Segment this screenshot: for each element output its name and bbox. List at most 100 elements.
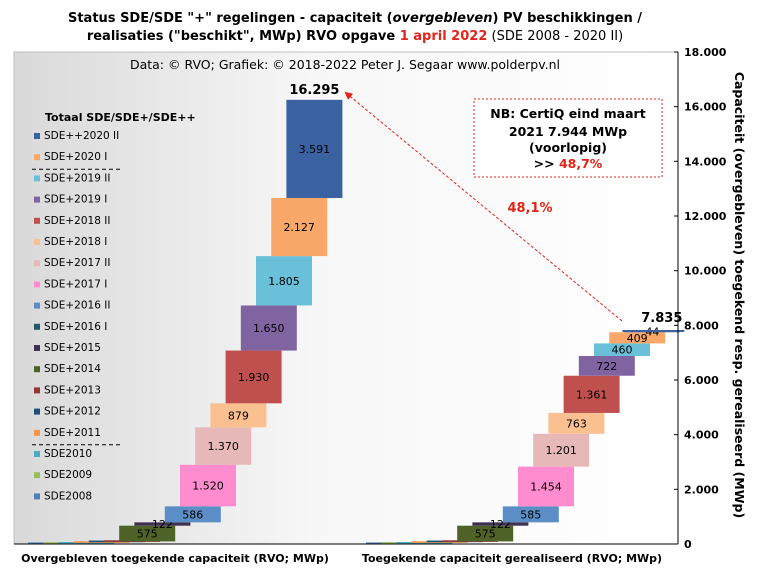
bar-left-sde-2018-i bbox=[210, 403, 267, 428]
legend-label-sde-2011: SDE+2011 bbox=[44, 427, 101, 439]
y-tick-label: 10.000 bbox=[684, 265, 727, 278]
bar-label-left-sde-2020-i: 2.127 bbox=[283, 221, 315, 234]
legend-swatch bbox=[34, 493, 40, 500]
bar-right-sde-2017-ii bbox=[533, 433, 590, 467]
y-tick-label: 2.000 bbox=[684, 483, 719, 496]
legend-swatch bbox=[34, 472, 40, 479]
legend-label-sde-2017-i: SDE+2017 I bbox=[44, 278, 107, 290]
bar-right-sde-2014 bbox=[457, 525, 514, 542]
total-label-right: 7.835 bbox=[641, 311, 682, 326]
legend-swatch bbox=[34, 323, 40, 330]
y-tick-label: 12.000 bbox=[684, 210, 727, 223]
bar-label-left-sde-2018-i: 879 bbox=[228, 409, 249, 422]
legend-label-sde-2016-ii: SDE+2016 II bbox=[44, 300, 110, 312]
legend-label-sde-2018-ii: SDE+2018 II bbox=[44, 215, 110, 227]
y-tick-label: 4.000 bbox=[684, 429, 719, 442]
source-credit: Data: © RVO; Grafiek: © 2018-2022 Peter … bbox=[130, 57, 560, 72]
legend-label-sde-2019-ii: SDE+2019 II bbox=[44, 172, 110, 184]
bar-label-right-sde-2017-ii: 1.201 bbox=[545, 444, 577, 457]
bar-left-sde-2020-ii bbox=[286, 99, 343, 198]
bar-left-sde-2018-ii bbox=[225, 350, 282, 404]
bar-label-left-sde-2019-i: 1.650 bbox=[253, 322, 285, 335]
bar-right-sde-2018-i bbox=[548, 412, 605, 434]
bar-label-right-sde-2018-ii: 1.361 bbox=[576, 388, 608, 401]
legend-swatch bbox=[34, 345, 40, 351]
y-tick-label: 8.000 bbox=[684, 319, 719, 332]
bar-left-sde-2016-ii bbox=[164, 506, 221, 523]
bar-left-sde-2019-i bbox=[240, 305, 297, 351]
legend-label-sde-2013: SDE+2013 bbox=[44, 384, 101, 396]
legend-label-sde-2018-i: SDE+2018 I bbox=[44, 236, 107, 248]
legend-swatch bbox=[34, 133, 40, 139]
bar-label-left-sde-2014: 575 bbox=[137, 528, 158, 541]
note-line1: NB: CertiQ eind maart bbox=[490, 106, 645, 121]
bar-label-left-sde-2016-ii: 586 bbox=[182, 508, 203, 521]
legend-label-sde-2016-i: SDE+2016 I bbox=[44, 321, 107, 333]
legend-swatch bbox=[34, 175, 40, 182]
legend-swatch bbox=[34, 154, 40, 161]
legend-label-sde2008: SDE2008 bbox=[44, 490, 92, 502]
y-tick-label: 6.000 bbox=[684, 374, 719, 387]
bar-right-sde-2016-ii bbox=[502, 506, 559, 523]
bar-label-left-sde-2018-ii: 1.930 bbox=[238, 371, 270, 384]
bar-label-right-sde-2019-ii: 460 bbox=[612, 344, 633, 357]
bar-label-right-sde-2018-i: 763 bbox=[566, 417, 587, 430]
legend-label-sde-2019-i: SDE+2019 I bbox=[44, 194, 107, 206]
chart-title-line2: realisaties ("beschikt", MWp) RVO opgave… bbox=[87, 29, 623, 44]
y-tick-label: 0 bbox=[684, 538, 692, 551]
y-axis: 0 2.000 4.000 6.000 8.000 10.000 12.000 14.000 1… bbox=[14, 46, 727, 551]
legend-swatch bbox=[34, 366, 40, 373]
legend-label-sde-2012: SDE+2012 bbox=[44, 406, 101, 418]
legend-swatch bbox=[34, 408, 40, 415]
legend-swatch bbox=[34, 281, 40, 288]
category-label-right: Toegekende capaciteit gerealiseerd (RVO;… bbox=[362, 552, 662, 565]
bar-label-right-sde-2014: 575 bbox=[475, 528, 496, 541]
note-line2: 2021 7.944 MWp bbox=[509, 124, 627, 139]
ratio-label: 48,1% bbox=[507, 201, 552, 216]
note-box bbox=[473, 98, 663, 178]
bar-right-sde-2015 bbox=[472, 522, 529, 526]
bar-label-right-sde-2016-ii: 585 bbox=[520, 508, 541, 521]
bar-label-left-sde-2019-ii: 1.805 bbox=[268, 275, 300, 288]
note-line4: >> 48,7% bbox=[534, 156, 603, 171]
legend-swatch bbox=[34, 302, 40, 309]
bar-left-sde-2017-i bbox=[180, 464, 236, 507]
y-tick-label: 14.000 bbox=[684, 155, 727, 168]
legend-label-sde-2020-i: SDE+2020 I bbox=[44, 151, 107, 163]
bar-left-sde-2015 bbox=[134, 522, 191, 526]
bar-right-sde-2018-ii bbox=[563, 375, 620, 413]
bar-right-sde-2020-i bbox=[609, 332, 666, 344]
legend-swatch bbox=[34, 217, 40, 224]
legend-label-sde2009: SDE2009 bbox=[44, 469, 92, 481]
bar-left-sde-2017-ii bbox=[195, 427, 252, 465]
legend-label-sde-2015: SDE+2015 bbox=[44, 342, 101, 354]
legend-swatch bbox=[34, 451, 40, 457]
bar-left-sde-2014 bbox=[119, 525, 176, 542]
bar-right-sde-2017-i bbox=[518, 466, 574, 507]
y-tick-label: 16.000 bbox=[684, 101, 727, 114]
legend-label-sde-2017-ii: SDE+2017 II bbox=[44, 257, 110, 269]
legend-label-sde-2014: SDE+2014 bbox=[44, 363, 101, 375]
bar-label-right-sde-2020-i: 409 bbox=[627, 332, 648, 345]
bar-right-sde-2019-ii bbox=[594, 343, 650, 357]
category-label-left: Overgebleven toegekende capaciteit (RVO;… bbox=[21, 552, 329, 565]
bar-left-sde-2020-i bbox=[271, 197, 328, 257]
bar-label-left-sde-2017-ii: 1.370 bbox=[207, 440, 239, 453]
y-axis-title: Capaciteit (overgebleven) toegekend resp… bbox=[732, 72, 747, 518]
legend-swatch bbox=[34, 260, 40, 267]
bar-label-right-sde-2019-i: 722 bbox=[596, 360, 617, 373]
bar-label-right-sde-2017-i: 1.454 bbox=[530, 480, 562, 493]
legend: SDE++2020 II SDE+2020 I SDE+2019 II SDE+201… bbox=[32, 130, 122, 502]
total-label-left: 16.295 bbox=[289, 83, 339, 98]
legend-swatch bbox=[34, 387, 40, 394]
note-line3: (voorlopig) bbox=[529, 140, 607, 155]
legend-swatch bbox=[34, 239, 40, 245]
bar-right-sde-2019-i bbox=[578, 356, 635, 376]
legend-label-sde-2020-ii: SDE++2020 II bbox=[44, 130, 119, 142]
legend-title: Totaal SDE/SDE+/SDE++ bbox=[45, 111, 196, 124]
bar-label-left-sde-2020-ii: 3.591 bbox=[299, 143, 331, 156]
legend-label-sde2010: SDE2010 bbox=[44, 448, 92, 460]
legend-swatch bbox=[34, 429, 40, 436]
chart-title-line1: Status SDE/SDE "+" regelingen - capacite… bbox=[68, 11, 642, 26]
